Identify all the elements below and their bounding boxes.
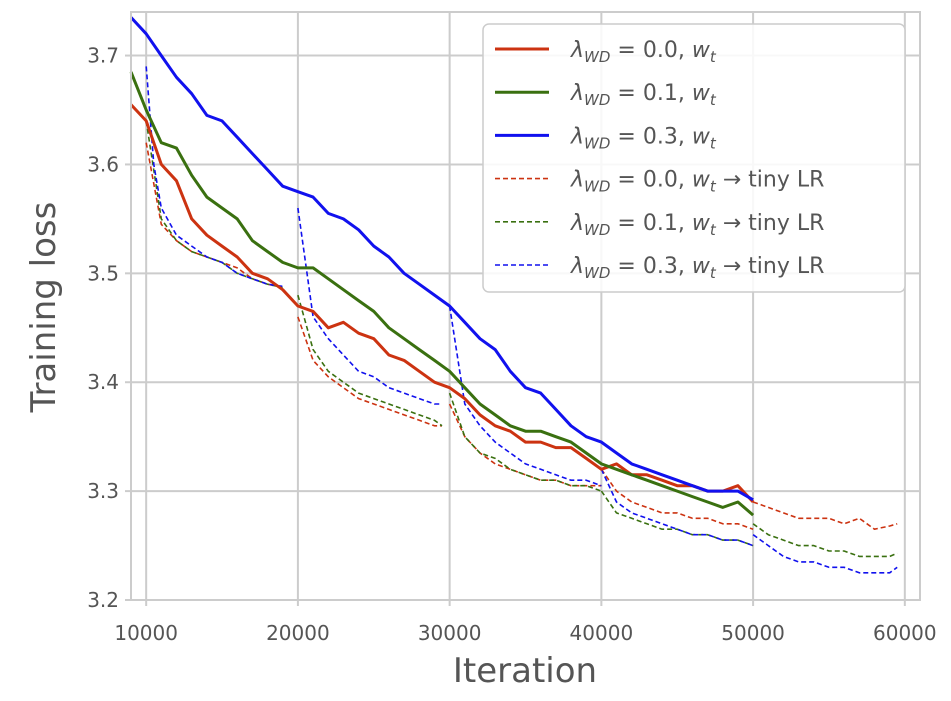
series-line-wd1-tiny <box>752 523 898 558</box>
x-tick-label: 50000 <box>721 621 785 645</box>
series-line-wd3-tiny <box>297 207 442 405</box>
series-line-wd1-tiny <box>297 294 443 427</box>
y-tick-label: 3.6 <box>87 152 119 176</box>
legend-box <box>482 23 906 293</box>
series-line-wd3-tiny <box>448 305 602 487</box>
x-tick-label: 40000 <box>570 621 634 645</box>
legend-label: λWD = 0.3, wt <box>570 124 717 152</box>
x-tick-label: 30000 <box>418 621 482 645</box>
series-line-wd0 <box>129 103 755 504</box>
y-tick-label: 3.4 <box>87 370 119 394</box>
series-line-wd1-tiny <box>600 490 754 547</box>
series-line-wd1-tiny <box>448 392 602 492</box>
y-tick-label: 3.3 <box>87 479 119 503</box>
series-line-wd0-tiny <box>752 501 898 530</box>
x-tick-label: 60000 <box>873 621 937 645</box>
series-lines <box>129 16 898 574</box>
legend-label: λWD = 0.1, wt → tiny LR <box>570 211 824 239</box>
y-axis-title: Training loss <box>24 202 64 414</box>
series-line-wd3-tiny <box>752 534 898 574</box>
series-line-wd3-tiny <box>145 66 283 288</box>
legend-label: λWD = 0.0, wt <box>570 38 717 66</box>
legend-label: λWD = 0.3, wt → tiny LR <box>570 254 824 282</box>
legend-label: λWD = 0.1, wt <box>570 81 717 109</box>
legend-label: λWD = 0.0, wt → tiny LR <box>570 168 824 196</box>
series-line-wd3-tiny <box>600 468 754 547</box>
x-tick-label: 20000 <box>266 621 330 645</box>
y-tick-label: 3.7 <box>87 44 119 68</box>
series-line-wd0-tiny <box>600 468 754 530</box>
plot-frame <box>130 11 921 601</box>
series-line-wd1 <box>129 71 755 517</box>
series-line-wd0-tiny <box>297 316 442 427</box>
x-tick-label: 10000 <box>114 621 178 645</box>
y-tick-label: 3.5 <box>87 261 119 285</box>
y-tick-label: 3.2 <box>87 588 119 612</box>
legend: λWD = 0.0, wt λWD = 0.1, wt λWD = 0.3, wt λ… <box>482 23 906 293</box>
series-line-wd3 <box>129 16 754 502</box>
x-axis-title: Iteration <box>453 651 597 691</box>
axis-ticks: 10000 20000 30000 40000 50000 60000 3.2 3.3 3.4 3… <box>87 44 936 645</box>
